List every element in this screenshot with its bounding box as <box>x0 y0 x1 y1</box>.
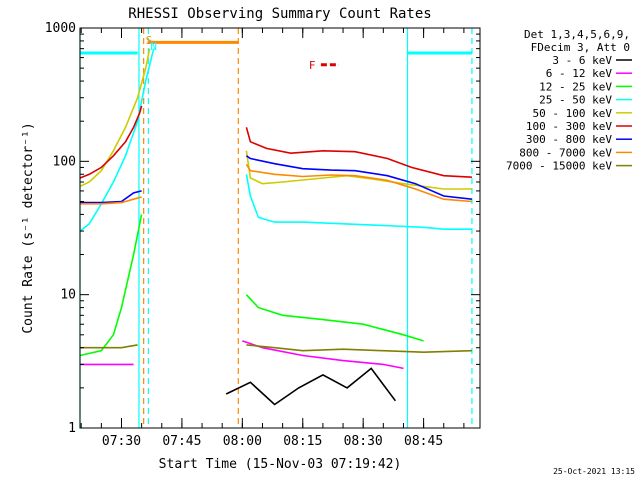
footer-date: 25-Oct-2021 13:15 <box>553 467 635 476</box>
series-line <box>80 344 138 349</box>
flag-label: S <box>146 34 153 47</box>
x-tick-label: 08:30 <box>344 434 383 449</box>
flag-label: N <box>150 40 157 53</box>
series-line <box>225 367 397 406</box>
legend-label: 800 - 7000 keV <box>519 146 612 159</box>
x-tick-label: 08:45 <box>404 434 443 449</box>
series-line <box>80 190 142 204</box>
legend-label: 100 - 300 keV <box>526 120 612 133</box>
y-axis-label: Count Rate (s⁻¹ detector⁻¹) <box>21 122 36 333</box>
legend-label: 25 - 50 keV <box>539 94 612 107</box>
series-line <box>246 344 472 354</box>
y-tick-label: 100 <box>53 154 76 169</box>
x-tick-label: 07:45 <box>162 434 201 449</box>
series-line <box>245 150 472 190</box>
series-line <box>245 174 472 230</box>
y-tick-label: 1000 <box>45 21 76 36</box>
legend-header-line-2: FDecim 3, Att 0 <box>531 41 630 54</box>
x-tick-label: 08:00 <box>223 434 262 449</box>
legend-header-line-1: Det 1,3,4,5,6,9, <box>524 28 630 41</box>
series-line <box>245 294 424 342</box>
series-line <box>245 127 472 178</box>
x-axis-label: Start Time (15-Nov-03 07:19:42) <box>159 457 402 472</box>
plot-frame <box>79 27 481 429</box>
y-axis: 1 10 100 1000 <box>45 21 480 436</box>
series-line <box>245 155 472 200</box>
y-tick-label: 10 <box>60 288 76 303</box>
series-line <box>79 48 155 232</box>
x-tick-label: 07:30 <box>102 434 141 449</box>
legend-label: 3 - 6 keV <box>552 54 612 67</box>
flag-label: F <box>309 59 316 72</box>
series-line <box>79 48 151 188</box>
series-line <box>80 196 142 205</box>
series-line <box>79 214 143 357</box>
series-line <box>79 105 143 179</box>
legend-label: 6 - 12 keV <box>546 67 613 80</box>
series-line <box>242 340 404 370</box>
y-tick-label: 1 <box>68 421 76 436</box>
x-axis: 07:30 07:45 08:00 08:15 08:30 08:45 <box>80 28 465 449</box>
chart-title: RHESSI Observing Summary Count Rates <box>128 6 431 22</box>
legend-label: 12 - 25 keV <box>539 80 612 93</box>
legend-label: 50 - 100 keV <box>533 107 613 120</box>
x-tick-label: 08:15 <box>283 434 322 449</box>
plot-area: SN F <box>79 28 473 428</box>
series-line <box>245 163 472 203</box>
legend-label: 7000 - 15000 keV <box>506 160 612 173</box>
legend-label: 300 - 800 keV <box>526 133 612 146</box>
